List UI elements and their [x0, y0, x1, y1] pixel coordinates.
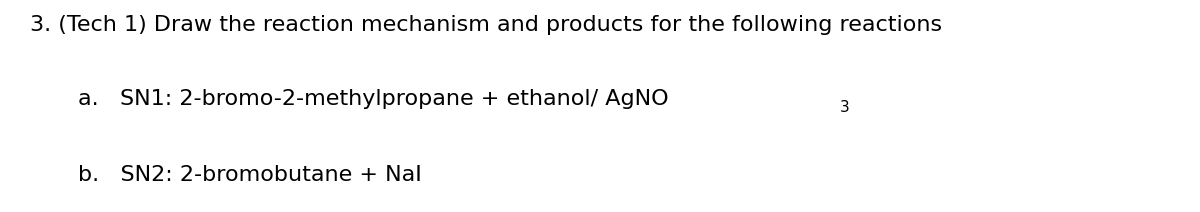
Text: b.   SN2: 2-bromobutane + NaI: b. SN2: 2-bromobutane + NaI [78, 165, 421, 185]
Text: 3. (Tech 1) Draw the reaction mechanism and products for the following reactions: 3. (Tech 1) Draw the reaction mechanism … [30, 15, 942, 35]
Text: 3: 3 [840, 100, 850, 115]
Text: a.   SN1: 2-bromo-2-methylpropane + ethanol/ AgNO: a. SN1: 2-bromo-2-methylpropane + ethano… [78, 89, 668, 109]
